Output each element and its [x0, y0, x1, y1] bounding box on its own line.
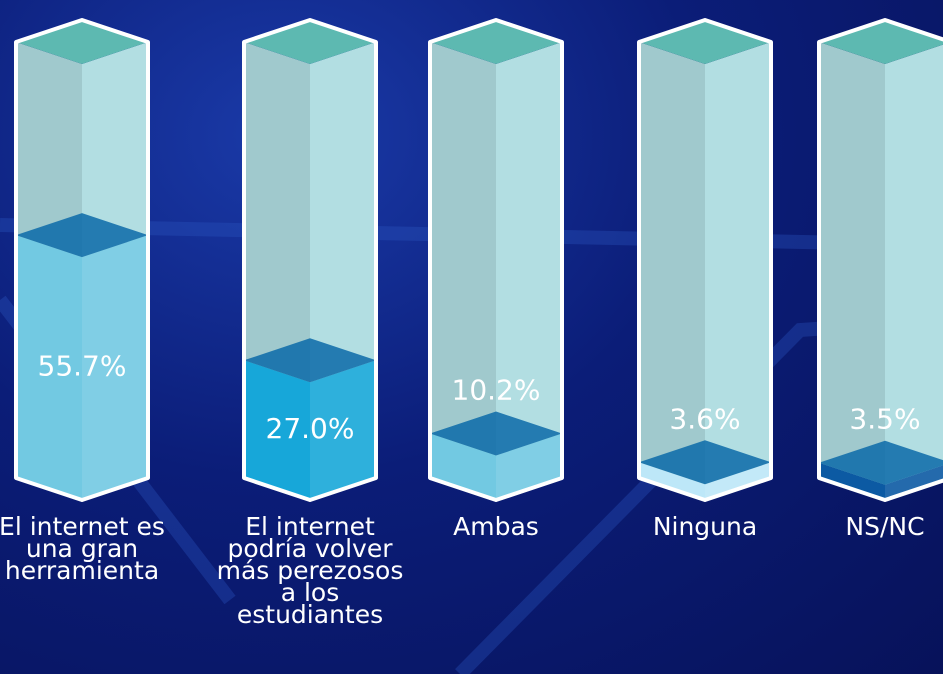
value-label: 27.0%: [266, 412, 355, 445]
prism-outline: [817, 18, 943, 502]
prism-right: [705, 42, 771, 500]
prism-right: [496, 42, 562, 500]
prism-outline: [14, 18, 150, 502]
value-label: 3.6%: [669, 402, 740, 435]
value-label: 55.7%: [38, 350, 127, 383]
bar-right-shade: [705, 462, 771, 500]
bar-top: [639, 440, 771, 485]
bar-right-shade: [310, 360, 376, 500]
value-label: 3.5%: [849, 403, 920, 436]
prism-outline: [242, 18, 378, 502]
category-label: El internet es una gran herramienta: [0, 512, 165, 585]
prism-outline: [428, 18, 564, 502]
prism-left: [819, 42, 885, 500]
prism-left: [639, 42, 705, 500]
category-label: NS/NC: [845, 512, 925, 541]
bar-top: [819, 440, 943, 485]
bar-top: [430, 411, 562, 456]
category-label: Ninguna: [652, 512, 758, 541]
bar: [16, 235, 148, 500]
bar: [430, 433, 562, 500]
prism-left: [430, 42, 496, 500]
bar: [639, 462, 771, 500]
prism-outline: [637, 18, 773, 502]
prism-right: [885, 44, 943, 500]
category-label: El internet podría volver más perezosos …: [216, 512, 404, 629]
category-label: Ambas: [453, 512, 539, 541]
bar-right-shade: [82, 235, 148, 500]
bar: [244, 360, 376, 500]
value-label: 10.2%: [452, 374, 541, 407]
bar-right-shade: [885, 465, 943, 500]
bar-top: [244, 338, 376, 383]
bar-top: [16, 213, 148, 258]
